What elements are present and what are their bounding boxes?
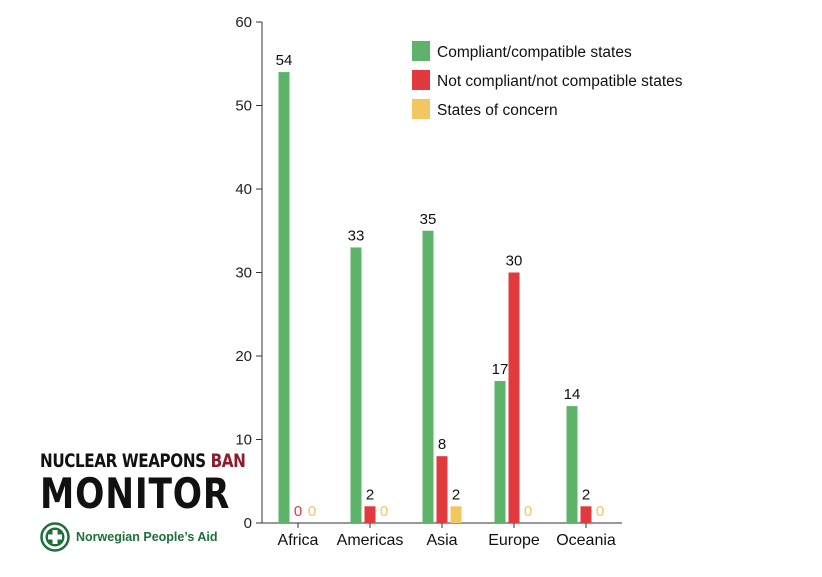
- y-tick-label: 0: [244, 515, 252, 532]
- bar: [508, 272, 520, 523]
- bar: [566, 406, 578, 523]
- nuclear-weapons-ban-monitor-logo: NUCLEAR WEAPONS BAN MONITOR Norwegian Pe…: [40, 450, 270, 552]
- bar: [450, 506, 462, 523]
- legend-swatch: [412, 99, 430, 119]
- bar: [364, 506, 376, 523]
- bar: [278, 72, 290, 523]
- data-label: 54: [276, 52, 293, 69]
- x-axis: Africa Americas Asia Europe Oceania: [262, 522, 622, 549]
- logo-line1-text: NUCLEAR WEAPONS: [40, 450, 211, 472]
- npa-cross-icon: [40, 522, 70, 552]
- x-tick-label: Asia: [426, 532, 457, 549]
- logo-monitor-text: MONITOR: [40, 469, 231, 518]
- x-tick-label: Americas: [337, 532, 404, 549]
- legend-label: Not compliant/not compatible states: [437, 73, 683, 90]
- x-tick-label: Europe: [488, 532, 540, 549]
- bar: [422, 230, 434, 523]
- bar: [580, 506, 592, 523]
- legend-swatch: [412, 70, 430, 90]
- y-tick-label: 60: [235, 14, 252, 31]
- logo-line1: NUCLEAR WEAPONS BAN: [40, 450, 246, 472]
- bar: [436, 456, 448, 523]
- y-tick-label: 40: [235, 181, 252, 198]
- y-tick-label: 10: [235, 432, 252, 449]
- data-label: 30: [506, 253, 523, 270]
- data-label: 8: [438, 436, 446, 453]
- y-tick-label: 20: [235, 348, 252, 365]
- y-tick-label: 50: [235, 98, 252, 115]
- bar: [350, 247, 362, 523]
- data-label: 17: [492, 361, 509, 378]
- legend-label: States of concern: [437, 102, 558, 119]
- y-axis: 0 10 20 30 40 50 60: [235, 14, 263, 532]
- y-tick-label: 30: [235, 265, 252, 282]
- data-label: 0: [294, 503, 302, 520]
- bar: [494, 381, 506, 523]
- x-tick-label: Africa: [278, 532, 319, 549]
- data-label: 0: [380, 503, 388, 520]
- data-label: 35: [420, 211, 437, 228]
- data-label: 0: [596, 503, 604, 520]
- npa-name: Norwegian People’s Aid: [76, 530, 218, 544]
- bars: [278, 72, 592, 523]
- data-label: 33: [348, 227, 365, 244]
- legend: Compliant/compatible states Not compliant…: [412, 41, 683, 119]
- legend-swatch: [412, 41, 430, 61]
- data-label: 0: [308, 503, 316, 520]
- legend-label: Compliant/compatible states: [437, 44, 632, 61]
- data-label: 2: [452, 486, 460, 503]
- npa-logo: Norwegian People’s Aid: [40, 522, 270, 552]
- data-label: 2: [366, 486, 374, 503]
- data-label: 0: [524, 503, 532, 520]
- logo-ban-text: BAN: [210, 450, 246, 472]
- x-tick-label: Oceania: [556, 532, 616, 549]
- data-label: 2: [582, 486, 590, 503]
- data-label: 14: [564, 386, 581, 403]
